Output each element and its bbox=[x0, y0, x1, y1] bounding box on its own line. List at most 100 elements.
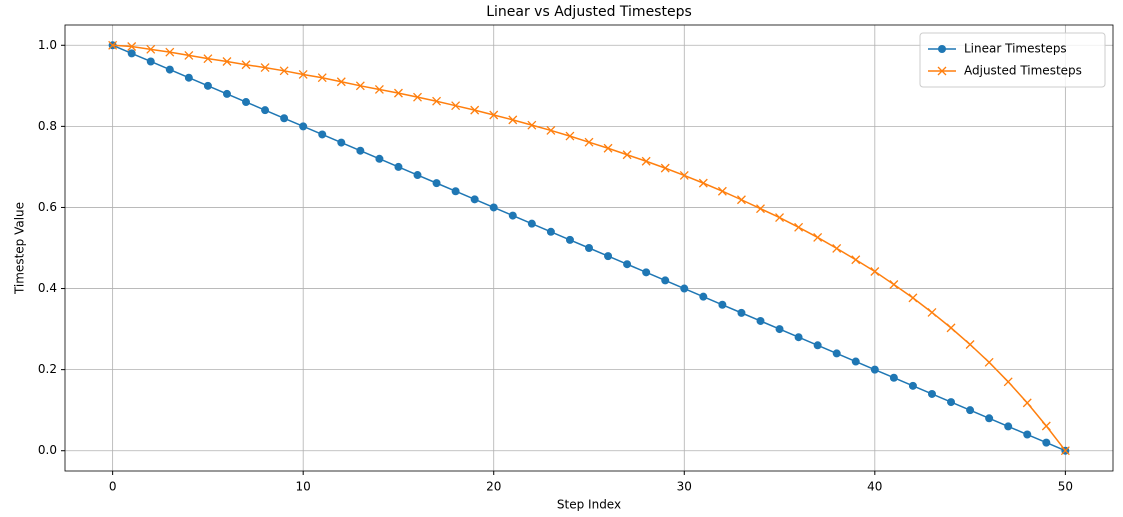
chart-title: Linear vs Adjusted Timesteps bbox=[486, 4, 692, 20]
x-axis-label: Step Index bbox=[557, 498, 621, 512]
marker bbox=[736, 195, 746, 205]
marker bbox=[1023, 430, 1032, 439]
legend-box bbox=[919, 32, 1106, 88]
marker bbox=[737, 308, 746, 317]
marker bbox=[432, 96, 442, 106]
legend-marker bbox=[938, 45, 946, 53]
marker bbox=[298, 70, 308, 79]
marker bbox=[451, 187, 460, 196]
marker bbox=[127, 42, 137, 51]
marker bbox=[165, 47, 175, 57]
marker bbox=[1042, 438, 1051, 447]
marker bbox=[965, 340, 975, 349]
marker bbox=[946, 323, 956, 333]
marker bbox=[393, 88, 403, 98]
marker bbox=[337, 138, 346, 147]
marker bbox=[1041, 421, 1051, 431]
marker bbox=[222, 89, 231, 98]
marker bbox=[966, 406, 975, 415]
marker bbox=[699, 292, 708, 301]
marker bbox=[870, 267, 880, 276]
marker bbox=[565, 235, 574, 244]
legend-label: Adjusted Timesteps bbox=[964, 64, 1082, 78]
marker bbox=[279, 66, 289, 76]
marker bbox=[489, 110, 499, 120]
marker bbox=[318, 130, 327, 139]
y-tick-label: 1.0 bbox=[38, 38, 57, 52]
y-tick-label: 0.0 bbox=[38, 443, 57, 457]
marker bbox=[261, 106, 270, 115]
marker bbox=[641, 156, 651, 166]
x-tick-label: 30 bbox=[677, 480, 692, 494]
marker bbox=[432, 179, 441, 188]
marker bbox=[108, 40, 118, 50]
marker bbox=[622, 150, 632, 160]
marker bbox=[203, 81, 212, 90]
x-tick-label: 50 bbox=[1058, 480, 1073, 494]
y-tick-label: 0.8 bbox=[38, 119, 57, 133]
marker bbox=[1003, 377, 1013, 387]
marker bbox=[851, 255, 861, 265]
marker bbox=[661, 276, 670, 285]
x-tick-label: 10 bbox=[296, 480, 311, 494]
marker bbox=[260, 63, 270, 73]
marker bbox=[756, 316, 765, 325]
y-tick-label: 0.6 bbox=[38, 200, 57, 214]
marker bbox=[336, 77, 346, 87]
marker bbox=[546, 227, 555, 236]
marker bbox=[679, 170, 689, 180]
marker bbox=[356, 146, 365, 155]
marker bbox=[489, 203, 498, 212]
marker bbox=[851, 357, 860, 366]
marker bbox=[375, 154, 384, 163]
marker bbox=[565, 131, 575, 141]
marker bbox=[146, 57, 155, 66]
marker bbox=[508, 115, 518, 125]
marker bbox=[127, 49, 136, 58]
marker bbox=[775, 325, 784, 334]
marker bbox=[870, 365, 879, 374]
marker bbox=[756, 204, 765, 214]
marker bbox=[927, 308, 937, 317]
y-axis-label: Timestep Value bbox=[13, 202, 27, 295]
marker bbox=[717, 186, 727, 196]
marker bbox=[1060, 446, 1070, 456]
marker bbox=[813, 232, 823, 242]
x-tick-label: 20 bbox=[486, 480, 501, 494]
marker bbox=[604, 252, 613, 261]
x-tick-label: 40 bbox=[867, 480, 882, 494]
marker bbox=[184, 50, 194, 60]
marker bbox=[813, 341, 822, 350]
marker bbox=[1004, 422, 1013, 431]
marker bbox=[794, 333, 803, 342]
marker bbox=[985, 414, 994, 423]
marker bbox=[451, 101, 461, 111]
marker bbox=[584, 137, 594, 147]
marker bbox=[794, 222, 804, 232]
marker bbox=[927, 389, 936, 398]
marker bbox=[394, 162, 403, 171]
marker bbox=[146, 44, 156, 54]
marker bbox=[908, 293, 918, 303]
marker bbox=[603, 143, 613, 153]
marker bbox=[832, 243, 842, 253]
marker bbox=[889, 373, 898, 382]
marker bbox=[908, 381, 917, 390]
marker bbox=[546, 125, 556, 135]
marker bbox=[184, 73, 193, 82]
plot-frame bbox=[64, 24, 1114, 472]
marker bbox=[508, 211, 517, 220]
marker bbox=[165, 65, 174, 74]
marker bbox=[698, 178, 708, 188]
x-tick-label: 0 bbox=[109, 480, 117, 494]
marker bbox=[413, 92, 422, 102]
marker bbox=[355, 81, 365, 91]
marker bbox=[947, 398, 956, 407]
marker bbox=[470, 105, 480, 115]
marker bbox=[374, 85, 384, 94]
legend-label: Linear Timesteps bbox=[964, 42, 1067, 56]
marker bbox=[203, 54, 213, 64]
marker bbox=[470, 195, 479, 204]
marker bbox=[660, 163, 670, 173]
